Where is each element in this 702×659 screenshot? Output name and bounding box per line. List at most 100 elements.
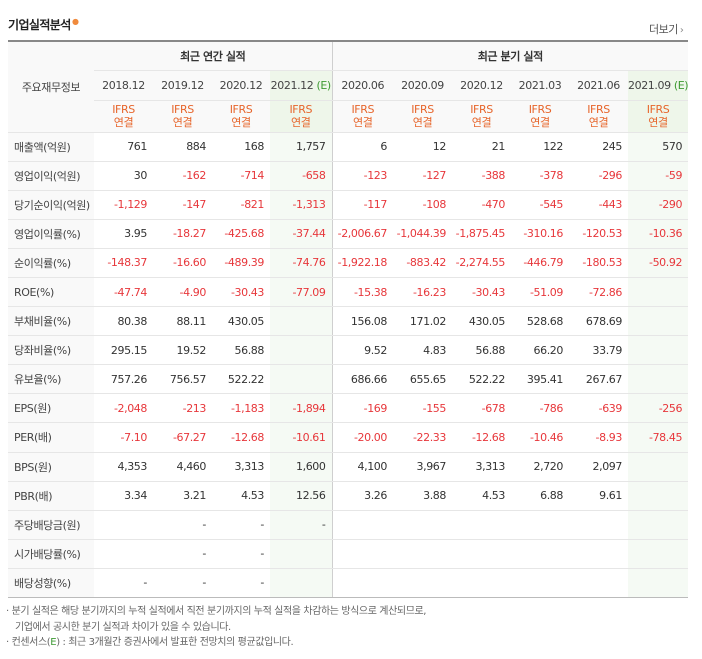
table-cell: -786	[511, 393, 569, 424]
table-cell	[393, 509, 452, 540]
row-label: 당기순이익(억원)	[8, 190, 94, 220]
table-cell: -16.60	[153, 248, 212, 278]
table-cell: 3,313	[452, 452, 511, 482]
table-cell: -117	[331, 190, 393, 220]
table-cell: 122	[511, 132, 569, 162]
consolidated-label: 연결	[113, 116, 134, 130]
table-cell: -470	[452, 190, 511, 220]
table-cell: -123	[331, 161, 393, 191]
table-cell: 395.41	[511, 364, 569, 395]
row-label: PBR(배)	[8, 481, 94, 511]
footnotes: · 분기 실적은 해당 분기까지의 누적 실적에서 직전 분기까지의 누적 실적…	[6, 604, 426, 651]
row-label: 주당배당금(원)	[8, 509, 94, 540]
table-cell: -74.76	[270, 248, 332, 278]
table-row: PBR(배) 3.34 3.21 4.53 12.56 3.26 3.88 4.53 6.88 9…	[8, 481, 689, 511]
table-cell: 757.26	[94, 364, 153, 395]
table-cell	[511, 568, 569, 599]
table-cell: -	[153, 509, 212, 540]
table-row: 영업이익(억원) 30 -162 -714 -658 -123 -127 -388 -378 -2…	[8, 161, 689, 191]
ifrs-label: IFRS	[289, 103, 313, 117]
table-cell: -425.68	[212, 218, 270, 249]
ifrs-label: IFRS	[646, 103, 670, 117]
ifrs-header: IFRS 연결	[94, 100, 153, 133]
table-cell: 4.53	[452, 481, 511, 511]
table-cell	[452, 539, 511, 569]
quarter-group-header: 최근 분기 실적	[331, 40, 689, 72]
ifrs-label: IFRS	[112, 103, 135, 117]
table-cell: -	[153, 539, 212, 569]
ifrs-header: IFRS 연결	[628, 100, 689, 133]
ifrs-header: IFRS 연결	[511, 100, 569, 133]
table-row: ROE(%) -47.74 -4.90 -30.43 -77.09 -15.38 -16.2…	[8, 277, 689, 308]
more-link[interactable]: 더보기 ›	[649, 21, 684, 37]
table-cell	[393, 539, 452, 569]
table-cell	[511, 509, 569, 540]
table-cell	[331, 509, 393, 540]
table-cell: 12.56	[270, 481, 332, 511]
table-cell: 522.22	[212, 364, 270, 395]
ifrs-header: IFRS 연결	[270, 100, 332, 133]
table-cell: 3.26	[331, 481, 393, 511]
table-cell: -12.68	[212, 422, 270, 453]
consolidated-label: 연결	[231, 116, 251, 130]
table-cell: 430.05	[212, 306, 270, 337]
row-label: 배당성향(%)	[8, 568, 94, 599]
period-header: 2020.12	[452, 70, 511, 101]
period-label: 2021.12	[270, 79, 314, 92]
period-header: 2020.12	[212, 70, 270, 101]
table-row: PER(배) -7.10 -67.27 -12.68 -10.61 -20.00 -22.3…	[8, 422, 689, 453]
table-cell: -443	[569, 190, 628, 220]
period-header: 2019.12	[153, 70, 212, 101]
estimate-mark: (E)	[673, 79, 689, 92]
table-cell: 430.05	[452, 306, 511, 337]
table-cell: 756.57	[153, 364, 212, 395]
table-cell: -108	[393, 190, 452, 220]
table-cell: -47.74	[94, 277, 153, 308]
table-cell: -22.33	[393, 422, 452, 453]
table-cell: -883.42	[393, 248, 452, 278]
table-cell: 9.52	[331, 335, 393, 366]
table-cell	[331, 568, 393, 599]
ifrs-header: IFRS 연결	[393, 100, 452, 133]
table-cell: 66.20	[511, 335, 569, 366]
table-cell: 267.67	[569, 364, 628, 395]
table-cell	[628, 364, 689, 395]
table-cell: -2,274.55	[452, 248, 511, 278]
table-cell: 9.61	[569, 481, 628, 511]
ifrs-header: IFRS 연결	[212, 100, 270, 133]
table-cell: -155	[393, 393, 452, 424]
note-line-2: 기업에서 공시한 분기 실적과 차이가 있을 수 있습니다.	[15, 621, 231, 633]
table-cell	[94, 509, 153, 540]
period-header: 2021.06	[569, 70, 628, 101]
table-cell: 655.65	[393, 364, 452, 395]
table-cell: -	[212, 509, 270, 540]
ifrs-label: IFRS	[171, 103, 194, 117]
ifrs-header: IFRS 연결	[569, 100, 628, 133]
table-cell: 168	[212, 132, 270, 162]
table-cell: 2,097	[569, 452, 628, 482]
header-group-row: 주요재무정보 최근 연간 실적 최근 분기 실적	[8, 40, 689, 133]
row-label: 매출액(억원)	[8, 132, 94, 162]
table-cell: -2,006.67	[331, 218, 393, 249]
table-row: 주당배당금(원) - - -	[8, 509, 689, 540]
table-cell: -169	[331, 393, 393, 424]
table-cell: -10.61	[270, 422, 332, 453]
annual-group-header: 최근 연간 실적	[94, 40, 332, 72]
table-cell	[270, 364, 332, 395]
table-cell: 4.53	[212, 481, 270, 511]
table-cell	[270, 335, 332, 366]
table-cell: 1,600	[270, 452, 332, 482]
table-cell: 3.21	[153, 481, 212, 511]
table-cell: -10.46	[511, 422, 569, 453]
section-title: 기업실적분석	[8, 18, 71, 32]
table-cell	[569, 509, 628, 540]
table-cell: -821	[212, 190, 270, 220]
table-cell: -16.23	[393, 277, 452, 308]
table-cell	[270, 306, 332, 337]
financial-table: 주요재무정보 최근 연간 실적 최근 분기 실적 2018.12 2019.12 2…	[8, 40, 689, 599]
table-cell	[511, 539, 569, 569]
table-cell: 884	[153, 132, 212, 162]
table-cell: 6	[331, 132, 393, 162]
table-cell	[331, 539, 393, 569]
table-cell: 761	[94, 132, 153, 162]
